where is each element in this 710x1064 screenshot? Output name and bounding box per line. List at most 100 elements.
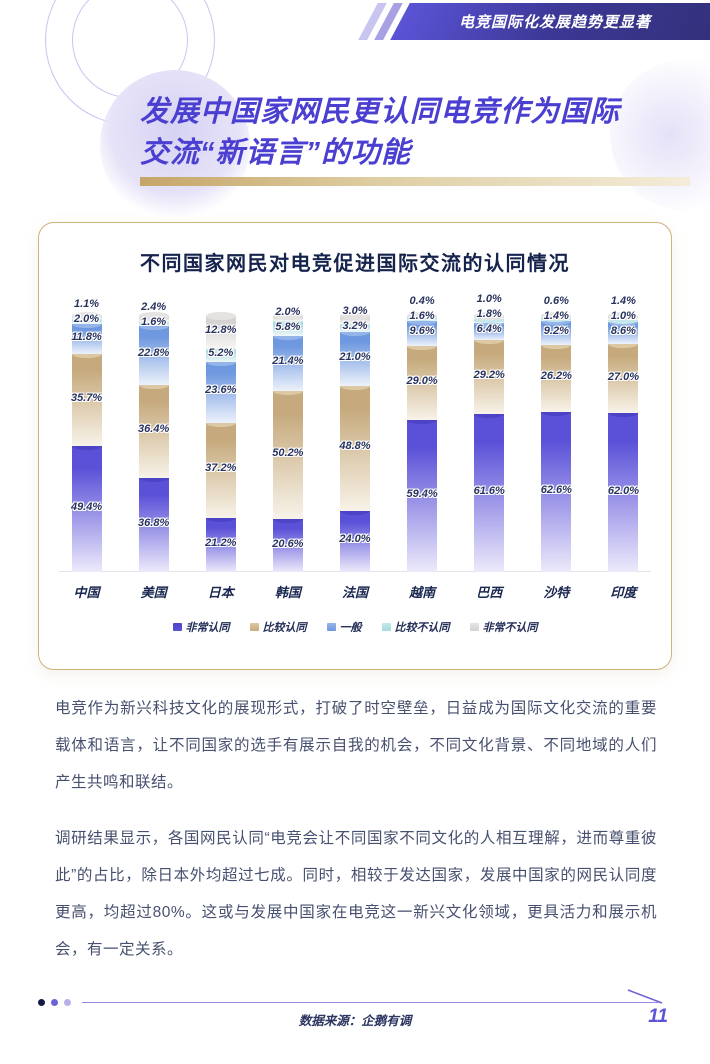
bar-segment bbox=[272, 312, 303, 322]
bar-segment-cap bbox=[608, 340, 639, 349]
bar-segment-cap bbox=[272, 386, 303, 395]
category-label: 越南 bbox=[409, 585, 436, 600]
bar-segment-cap bbox=[205, 358, 236, 367]
bar-value-label: 0.4% bbox=[409, 295, 435, 308]
bar-segment bbox=[407, 415, 438, 572]
bar-segment-cap bbox=[474, 312, 505, 321]
bar-value-label: 1.6% bbox=[409, 310, 435, 323]
bar-segment bbox=[272, 317, 303, 336]
bar-value-label: 62.0% bbox=[607, 484, 640, 497]
bar-value-label: 22.8% bbox=[138, 347, 170, 360]
bar-value-label: 20.6% bbox=[272, 537, 304, 550]
legend-label: 非常不认同 bbox=[482, 622, 538, 634]
category-label: 日本 bbox=[207, 585, 234, 600]
bar-segment-cap bbox=[474, 335, 505, 344]
footer-arrow-icon bbox=[627, 989, 663, 1004]
legend-item: 非常不认同 bbox=[469, 619, 538, 635]
bar-value-label: 2.4% bbox=[141, 301, 167, 314]
legend-swatch bbox=[249, 623, 259, 631]
bar-value-label: 0.6% bbox=[543, 294, 569, 307]
bar-segment-cap bbox=[541, 312, 572, 321]
chart-legend: 非常认同 比较认同 一般 比较不认同 非常不认同 bbox=[39, 619, 671, 635]
bar-value-label: 9.6% bbox=[409, 325, 435, 338]
bar-column: 61.6% 29.2% 6.4% 1.8% 1.0% bbox=[456, 288, 523, 572]
bar-value-label: 12.8% bbox=[205, 324, 237, 337]
bar-segment bbox=[272, 515, 303, 572]
bar-value-label: 62.6% bbox=[540, 483, 572, 496]
legend-label: 非常认同 bbox=[185, 622, 230, 634]
bar-segment-cap bbox=[407, 317, 438, 326]
bar-segment bbox=[71, 441, 102, 572]
bar-segment-cap bbox=[205, 513, 236, 522]
bar-segment bbox=[205, 418, 236, 518]
bar-segment bbox=[474, 319, 505, 340]
bar-column: 24.0% 48.8% 21.0% 3.2% 3.0% bbox=[321, 288, 388, 572]
bar-column: 62.6% 26.2% 9.2% 1.4% 0.6% bbox=[523, 288, 590, 572]
bar-segment-cap bbox=[71, 312, 102, 321]
bar-segment bbox=[474, 335, 505, 415]
footer-dot bbox=[38, 999, 45, 1006]
bar-value-label: 49.4% bbox=[70, 500, 103, 513]
bar-column: 49.4% 35.7% 11.8% 2.0% 1.1% bbox=[53, 288, 120, 572]
bar-value-label: 3.2% bbox=[342, 319, 368, 332]
title-underline bbox=[140, 177, 690, 186]
bar-segment bbox=[407, 341, 438, 420]
bar-value-label: 1.0% bbox=[476, 293, 502, 306]
bar-value-label: 61.6% bbox=[473, 485, 505, 498]
bar-segment-cap bbox=[71, 350, 102, 359]
bar-value-label: 8.6% bbox=[610, 325, 636, 338]
bar-segment bbox=[272, 331, 303, 391]
bar-segment bbox=[272, 386, 303, 520]
bar-value-label: 5.8% bbox=[275, 320, 301, 333]
page-title-line2: 交流“新语言”的功能 bbox=[140, 137, 412, 169]
bar-segment-cap bbox=[474, 410, 505, 419]
bar-segment-cap bbox=[608, 312, 639, 321]
bar-value-label: 3.0% bbox=[342, 304, 368, 317]
category-label: 沙特 bbox=[543, 585, 570, 600]
bar-segment-cap bbox=[272, 331, 303, 340]
bar-value-label: 29.0% bbox=[406, 374, 438, 387]
bar-segment-cap bbox=[339, 327, 370, 336]
bar-value-label: 21.0% bbox=[339, 350, 371, 363]
bar-segment-cap bbox=[138, 380, 169, 389]
category-label: 印度 bbox=[610, 585, 637, 600]
category-label: 美国 bbox=[140, 585, 167, 600]
bar-value-label: 37.2% bbox=[205, 462, 237, 475]
bar-segment bbox=[205, 358, 236, 423]
bar-segment bbox=[339, 381, 370, 511]
bar-segment-cap bbox=[339, 506, 370, 515]
bar-segment-cap bbox=[272, 515, 303, 524]
decor-blob bbox=[100, 70, 250, 220]
bar-segment bbox=[339, 319, 370, 332]
footer-dot bbox=[64, 999, 71, 1006]
legend-swatch bbox=[469, 623, 479, 631]
category-label: 韩国 bbox=[274, 585, 301, 600]
bar-segment bbox=[608, 409, 639, 572]
legend-label: 比较不认同 bbox=[394, 622, 450, 634]
bar-value-label: 26.2% bbox=[540, 370, 572, 383]
legend-item: 比较不认同 bbox=[381, 619, 450, 635]
bar-value-label: 21.4% bbox=[272, 355, 304, 368]
category-label: 法国 bbox=[341, 585, 368, 600]
legend-label: 比较认同 bbox=[262, 622, 307, 634]
bar-value-label: 5.2% bbox=[208, 347, 234, 360]
bar-segment-cap bbox=[541, 340, 572, 349]
bar-segment-cap bbox=[272, 312, 303, 321]
bar-value-label: 36.8% bbox=[138, 516, 170, 529]
category-label: 巴西 bbox=[476, 585, 503, 600]
bar-value-label: 24.0% bbox=[339, 533, 371, 546]
page-title-line1: 发展中国家网民更认同电竞作为国际 bbox=[140, 96, 621, 128]
bar-segment bbox=[541, 340, 572, 412]
bar-segment bbox=[474, 312, 505, 321]
bar-value-label: 6.4% bbox=[476, 323, 502, 336]
footer-line bbox=[82, 1002, 658, 1003]
bar-segment-cap bbox=[138, 473, 169, 482]
bar-segment bbox=[71, 312, 102, 321]
bar-segment bbox=[339, 327, 370, 386]
bar-segment bbox=[608, 340, 639, 414]
bar-column: 59.4% 29.0% 9.6% 1.6% 0.4% bbox=[389, 288, 456, 572]
legend-item: 比较认同 bbox=[249, 619, 307, 635]
bar-segment bbox=[205, 312, 236, 349]
legend-swatch bbox=[172, 623, 182, 631]
